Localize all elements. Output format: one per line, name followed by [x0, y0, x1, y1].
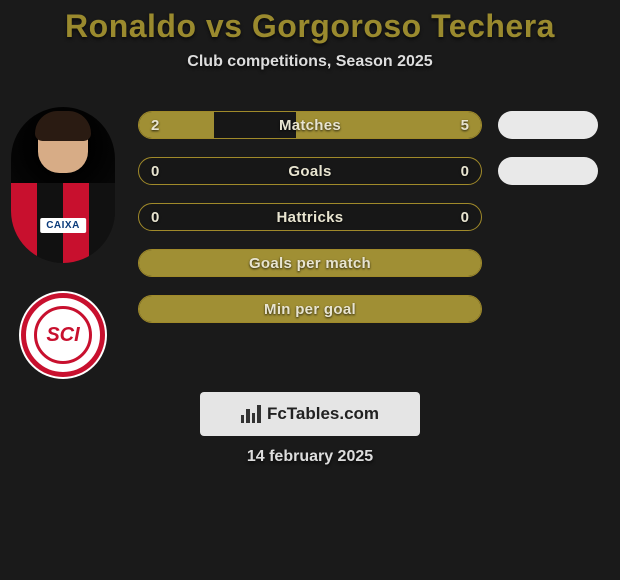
stat-bar: Goals per match — [138, 249, 482, 277]
stat-value-right: 5 — [461, 117, 469, 134]
right-column — [498, 111, 602, 203]
page-title: Ronaldo vs Gorgoroso Techera — [0, 0, 620, 45]
club-logo-ring — [21, 293, 105, 377]
left-column: CAIXA SCI — [8, 101, 118, 379]
player-hair — [35, 111, 91, 141]
footer-brand-box: FcTables.com — [200, 392, 420, 436]
club-logo: SCI — [19, 291, 107, 379]
stat-label: Min per goal — [264, 301, 356, 318]
stat-label: Goals — [288, 163, 331, 180]
stat-label: Goals per match — [249, 255, 371, 272]
chart-icon — [241, 405, 261, 423]
stat-value-left: 0 — [151, 209, 159, 226]
stat-label: Matches — [279, 117, 341, 134]
stats-bars: 2 Matches 5 0 Goals 0 0 Hattricks 0 Goals per mat… — [138, 111, 482, 341]
stat-value-left: 2 — [151, 117, 159, 134]
stat-value-right: 0 — [461, 209, 469, 226]
footer-brand-text: FcTables.com — [267, 404, 379, 424]
subtitle: Club competitions, Season 2025 — [0, 53, 620, 71]
comparison-pill — [498, 111, 598, 139]
stat-label: Hattricks — [277, 209, 344, 226]
date-text: 14 february 2025 — [0, 448, 620, 466]
comparison-pill — [498, 157, 598, 185]
stat-bar: 0 Goals 0 — [138, 157, 482, 185]
player-photo: CAIXA — [11, 107, 115, 263]
stat-bar: Min per goal — [138, 295, 482, 323]
stat-bar: 0 Hattricks 0 — [138, 203, 482, 231]
stat-value-left: 0 — [151, 163, 159, 180]
jersey-sponsor: CAIXA — [40, 218, 86, 233]
stat-value-right: 0 — [461, 163, 469, 180]
stat-bar: 2 Matches 5 — [138, 111, 482, 139]
